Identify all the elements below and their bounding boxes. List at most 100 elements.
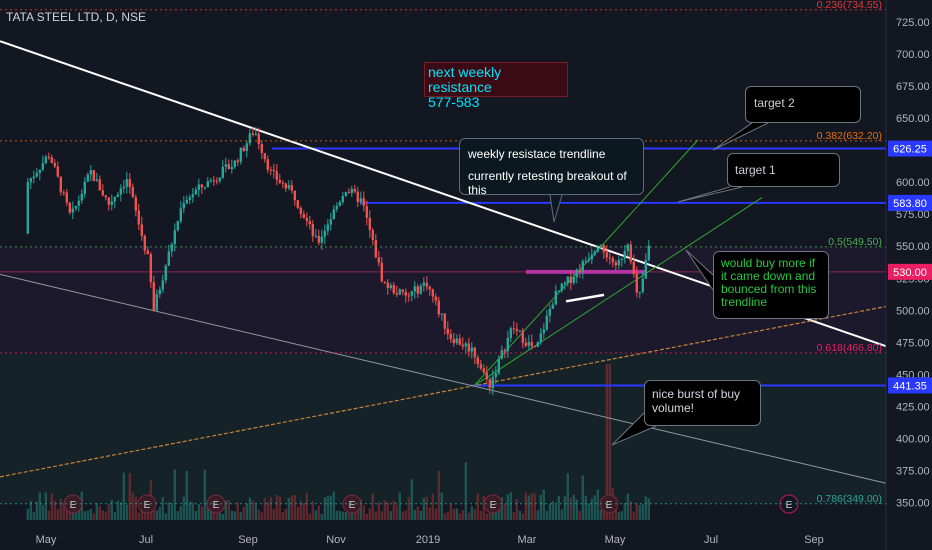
candle-body bbox=[128, 179, 132, 187]
candle-body bbox=[266, 159, 270, 170]
candle-body bbox=[62, 192, 66, 194]
candle-body bbox=[107, 197, 111, 205]
time-axis: May Jul Sep Nov 2019 Mar May Jul Sep bbox=[36, 534, 824, 546]
volume-bar bbox=[65, 508, 69, 520]
volume-bar bbox=[545, 510, 549, 520]
candle-body bbox=[446, 328, 450, 334]
candle-body bbox=[359, 198, 363, 203]
volume-note[interactable]: nice burst of buy volume! bbox=[644, 380, 761, 426]
volume-bar bbox=[140, 510, 144, 520]
volume-bar bbox=[335, 510, 339, 520]
candle-body bbox=[593, 251, 597, 255]
candle-body bbox=[533, 346, 537, 348]
volume-bar bbox=[362, 505, 366, 520]
buy-more-note[interactable]: would buy more if it came down and bounc… bbox=[713, 251, 829, 319]
volume-bar bbox=[461, 510, 465, 520]
trendline-note[interactable]: weekly resistace trendline currently ret… bbox=[459, 138, 644, 197]
price-badge-label: 441.35 bbox=[893, 380, 927, 392]
candle-body bbox=[116, 194, 120, 197]
candle-body bbox=[89, 170, 93, 175]
volume-bar bbox=[617, 512, 621, 520]
volume-bar bbox=[230, 510, 234, 520]
volume-bar bbox=[134, 496, 138, 520]
candle-body bbox=[47, 156, 51, 158]
volume-bar bbox=[434, 508, 438, 520]
volume-bar bbox=[83, 511, 87, 520]
candle-body bbox=[305, 217, 309, 222]
volume-bar bbox=[479, 510, 483, 520]
volume-bar bbox=[608, 364, 612, 520]
candle-body bbox=[545, 315, 549, 330]
volume-bar bbox=[644, 496, 648, 520]
weekly-resistance-note[interactable]: next weekly resistance 577-583 bbox=[424, 62, 568, 110]
price-tick-label: 375.00 bbox=[896, 465, 930, 477]
candle-body bbox=[278, 179, 282, 183]
candle-body bbox=[233, 160, 237, 168]
trendline-note-line2: currently retesting breakout of this bbox=[468, 169, 627, 197]
candle-body bbox=[464, 343, 468, 347]
volume-bar bbox=[191, 502, 195, 520]
candle-body bbox=[518, 330, 522, 332]
candle-body bbox=[272, 169, 276, 172]
volume-bar bbox=[566, 473, 570, 520]
volume-bar bbox=[632, 511, 636, 520]
candle-body bbox=[551, 304, 555, 309]
candle-body bbox=[548, 308, 552, 316]
volume-bar bbox=[425, 496, 429, 520]
volume-bar bbox=[206, 503, 210, 520]
candle-body bbox=[461, 344, 465, 347]
volume-bar bbox=[110, 499, 114, 520]
volume-bar bbox=[551, 501, 555, 520]
candle-body bbox=[527, 341, 531, 346]
candle-body bbox=[413, 286, 417, 292]
volume-bar bbox=[377, 502, 381, 520]
candle-body bbox=[617, 259, 621, 266]
volume-bar bbox=[449, 503, 453, 520]
candle-body bbox=[218, 177, 222, 181]
candle-body bbox=[398, 289, 402, 295]
candle-body bbox=[539, 333, 543, 343]
candle-body bbox=[221, 166, 225, 178]
candle-body bbox=[281, 182, 285, 184]
candle-body bbox=[500, 350, 504, 359]
candle-body bbox=[143, 235, 147, 251]
volume-bar bbox=[383, 500, 387, 520]
candle-body bbox=[245, 143, 249, 152]
volume-bar bbox=[443, 513, 447, 520]
volume-bar bbox=[179, 506, 183, 520]
volume-bar bbox=[530, 493, 534, 520]
volume-bar bbox=[185, 470, 189, 520]
volume-bar bbox=[77, 507, 81, 520]
volume-bar bbox=[32, 512, 36, 520]
volume-bar bbox=[560, 509, 564, 520]
volume-bar bbox=[401, 511, 405, 520]
volume-bar bbox=[167, 502, 171, 520]
target-1-note[interactable]: target 1 bbox=[727, 153, 840, 187]
candle-body bbox=[44, 156, 48, 164]
candle-body bbox=[530, 341, 534, 347]
candle-body bbox=[377, 257, 381, 263]
volume-bar bbox=[623, 503, 627, 520]
volume-bar bbox=[152, 506, 156, 520]
volume-bar bbox=[557, 495, 561, 520]
candle-body bbox=[119, 188, 123, 195]
candle-body bbox=[506, 337, 510, 352]
candle-body bbox=[182, 203, 186, 209]
candle-body bbox=[383, 281, 387, 283]
volume-bar bbox=[506, 494, 510, 520]
candle-body bbox=[614, 262, 618, 266]
volume-bar bbox=[188, 501, 192, 520]
volume-bar bbox=[296, 506, 300, 520]
volume-bar bbox=[587, 503, 591, 520]
candle-body bbox=[227, 164, 231, 170]
target-2-note[interactable]: target 2 bbox=[745, 86, 861, 123]
volume-bar bbox=[92, 513, 96, 520]
time-tick-label: Nov bbox=[326, 534, 346, 546]
candle-body bbox=[431, 289, 435, 297]
candle-body bbox=[482, 368, 486, 373]
volume-bar bbox=[59, 499, 63, 520]
candle-body bbox=[296, 200, 300, 208]
volume-bar bbox=[626, 493, 630, 520]
earnings-marker-label: E bbox=[144, 500, 151, 511]
volume-bar bbox=[86, 510, 90, 520]
